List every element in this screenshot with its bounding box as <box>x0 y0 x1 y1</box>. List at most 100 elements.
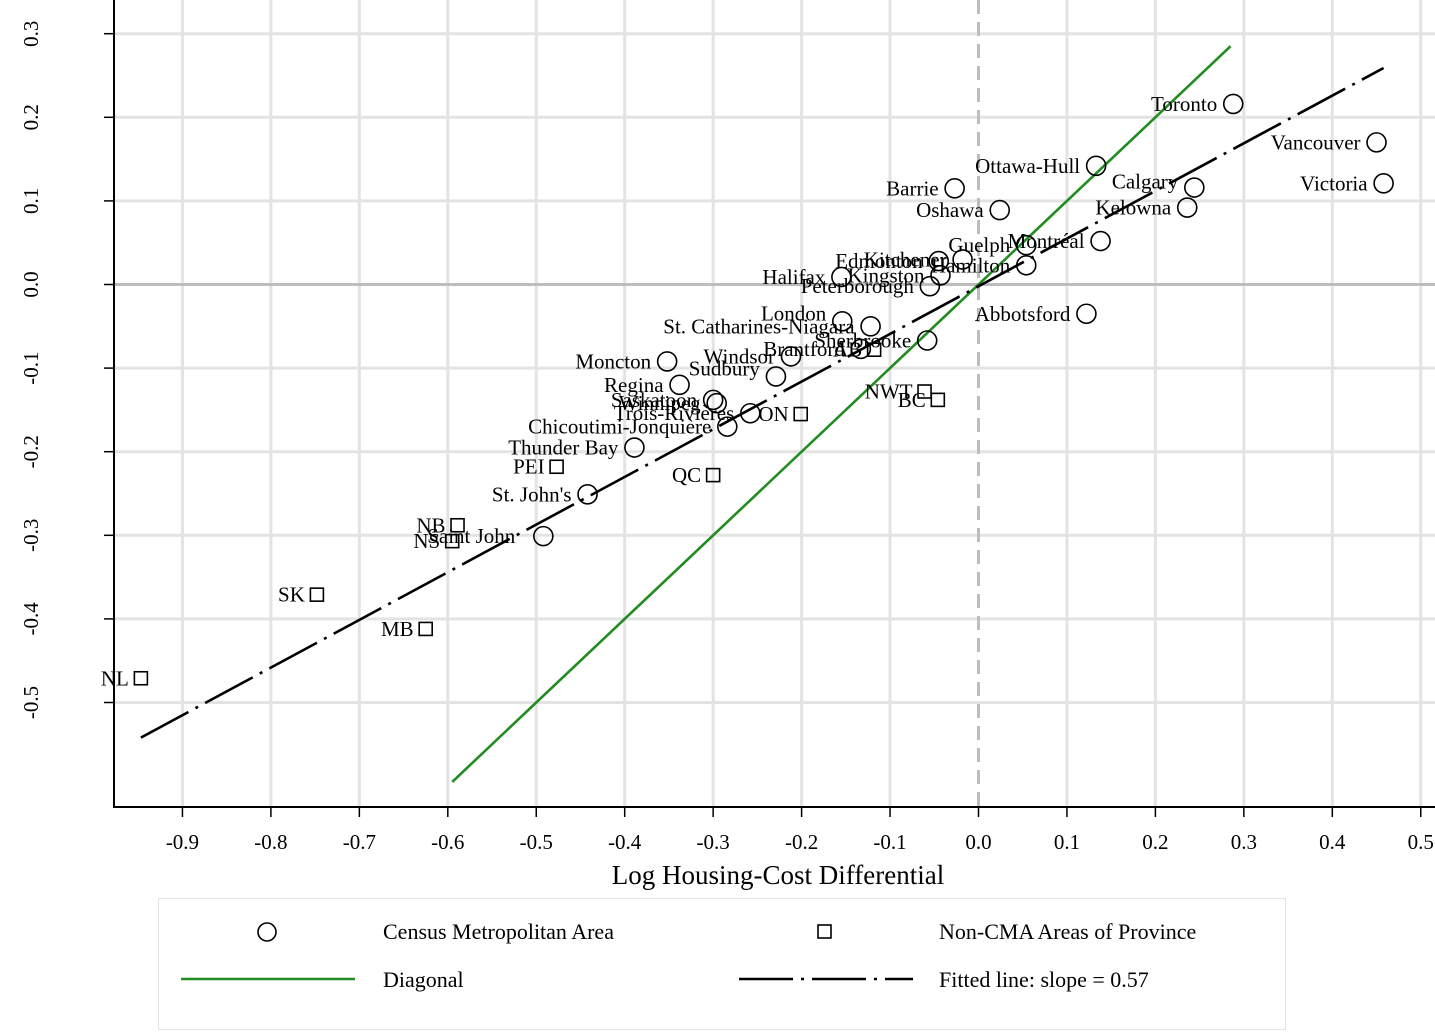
x-tick-label: -0.6 <box>431 830 464 854</box>
marker-circle-toronto <box>1222 93 1244 115</box>
marker-square-nb <box>450 517 465 533</box>
marker-square-ab <box>866 342 882 358</box>
marker-circle-ottawa-hull <box>1085 155 1107 177</box>
marker-circle-hamilton <box>1015 254 1037 276</box>
diagonal-line <box>451 45 1232 783</box>
point-label-nb: NB <box>416 513 445 537</box>
point-label-ottawa-hull: Ottawa-Hull <box>975 154 1080 178</box>
marker-square-ns <box>444 533 460 549</box>
marker-circle-sherbrooke <box>916 330 938 351</box>
x-tick-label: -0.1 <box>873 830 906 854</box>
marker-square-bc <box>930 392 946 408</box>
legend-square-marker <box>817 924 832 939</box>
x-tick-label: -0.7 <box>343 830 376 854</box>
y-tick-label: -0.2 <box>19 435 43 468</box>
y-tick-label: -0.4 <box>19 602 43 636</box>
legend-diagonal-label: Diagonal <box>383 967 464 992</box>
x-tick-label: 0.3 <box>1231 830 1257 854</box>
point-label-montreal: Montréal <box>1008 229 1085 253</box>
marker-circle-oshawa <box>989 199 1011 221</box>
x-tick-label: 0.5 <box>1408 830 1434 854</box>
marker-square-qc <box>705 467 721 483</box>
x-tick-label: -0.4 <box>608 830 642 854</box>
marker-circle-chicoutimi-jonquiere <box>717 416 738 437</box>
point-label-winnipeg: Winnipeg <box>619 391 701 415</box>
point-label-mb: MB <box>381 617 414 641</box>
scatter-chart: Toronto Vancouver Victoria Ottawa-Hull Calga… <box>19 0 1435 890</box>
point-label-saint-john: Saint John <box>427 524 516 548</box>
point-label-halifax: Halifax <box>762 265 825 289</box>
point-label-sk: SK <box>278 583 305 607</box>
y-tick-label: -0.5 <box>19 686 43 719</box>
marker-square-on <box>793 406 809 422</box>
point-label-brantford: Brantford <box>763 337 845 361</box>
point-label-moncton: Moncton <box>575 349 651 373</box>
y-tick-label: 0.1 <box>19 188 43 214</box>
x-tick-label: -0.8 <box>254 830 287 854</box>
marker-circle-london <box>831 310 853 332</box>
point-label-kelowna: Kelowna <box>1095 196 1171 220</box>
marker-circle-kelowna <box>1176 197 1198 218</box>
marker-circle-saint-john <box>533 525 554 547</box>
point-labels: Toronto Vancouver Victoria Ottawa-Hull Calga… <box>101 92 1368 690</box>
point-label-chicoutimi-jonquiere: Chicoutimi-Jonquière <box>528 415 711 439</box>
marker-square-pei <box>549 459 564 475</box>
legend-circle-marker <box>257 922 277 942</box>
marker-circle-calgary <box>1184 177 1205 198</box>
point-label-thunder-bay: Thunder Bay <box>508 436 619 460</box>
x-tick-label: -0.2 <box>785 830 818 854</box>
x-tick-label: -0.9 <box>166 830 199 854</box>
marker-square-nwt <box>917 384 932 399</box>
point-label-abbotsford: Abbotsford <box>975 302 1071 326</box>
fit-lines <box>140 45 1385 783</box>
legend: Census Metropolitan Area Non-CMA Areas o… <box>158 898 1286 1030</box>
marker-circle-peterborough <box>919 275 941 297</box>
marker-circle-kingston <box>930 265 951 286</box>
point-label-london: London <box>761 301 827 325</box>
marker-circle-abbotsford <box>1076 303 1097 325</box>
point-label-st-john-s: St. John's <box>492 482 572 506</box>
x-tick-label: 0.2 <box>1142 830 1168 854</box>
point-label-pei: PEI <box>513 455 545 479</box>
point-label-ab: AB <box>833 338 862 362</box>
point-label-kitchener: Kitchener <box>864 247 947 271</box>
marker-square-sk <box>309 587 325 602</box>
point-label-vancouver: Vancouver <box>1271 130 1361 154</box>
point-label-regina: Regina <box>604 373 664 397</box>
fitted-line <box>140 66 1385 739</box>
marker-circle-st-john-s <box>577 484 598 505</box>
point-label-st-catharines-niagara: St. Catharines-Niagara <box>663 314 855 338</box>
point-label-kingston: Kingston <box>847 263 925 287</box>
x-tick-label: 0.1 <box>1054 830 1080 854</box>
marker-circle-winnipeg <box>706 392 727 414</box>
point-label-saskatoon: Saskatoon <box>611 388 698 412</box>
y-tick-label: -0.3 <box>19 519 43 552</box>
legend-fitted-label: Fitted line: slope = 0.57 <box>939 967 1149 992</box>
marker-circle-brantford <box>850 338 872 360</box>
marker-circle-barrie <box>944 178 965 199</box>
point-label-bc: BC <box>898 388 926 412</box>
marker-circle-vancouver <box>1366 132 1387 153</box>
marker-square-nl <box>133 670 149 686</box>
marker-circle-regina <box>669 374 690 396</box>
point-label-oshawa: Oshawa <box>916 198 984 222</box>
marker-circle-moncton <box>656 351 678 372</box>
legend-diagonal-line <box>181 977 355 981</box>
reference-lines <box>114 0 1435 807</box>
point-label-guelph: Guelph <box>948 233 1010 257</box>
marker-circle-thunder-bay <box>624 437 645 458</box>
x-axis-title: Log Housing-Cost Differential <box>612 860 944 890</box>
legend-noncma-label: Non-CMA Areas of Province <box>939 919 1197 944</box>
point-label-qc: QC <box>672 463 701 487</box>
x-tick-label: 0.4 <box>1319 830 1346 854</box>
y-tick-label: 0.3 <box>19 21 43 47</box>
marker-circle-sudbury <box>765 366 787 387</box>
marker-circle-montreal <box>1090 230 1111 252</box>
point-label-trois-rivieres: Trois-Rivières <box>614 401 735 425</box>
marker-circle-windsor <box>780 346 802 367</box>
point-label-hamilton: Hamilton <box>931 253 1011 277</box>
point-label-nwt: NWT <box>865 380 913 404</box>
y-tick-label: -0.1 <box>19 351 43 384</box>
point-label-toronto: Toronto <box>1151 92 1217 116</box>
legend-cma-label: Census Metropolitan Area <box>383 919 614 944</box>
